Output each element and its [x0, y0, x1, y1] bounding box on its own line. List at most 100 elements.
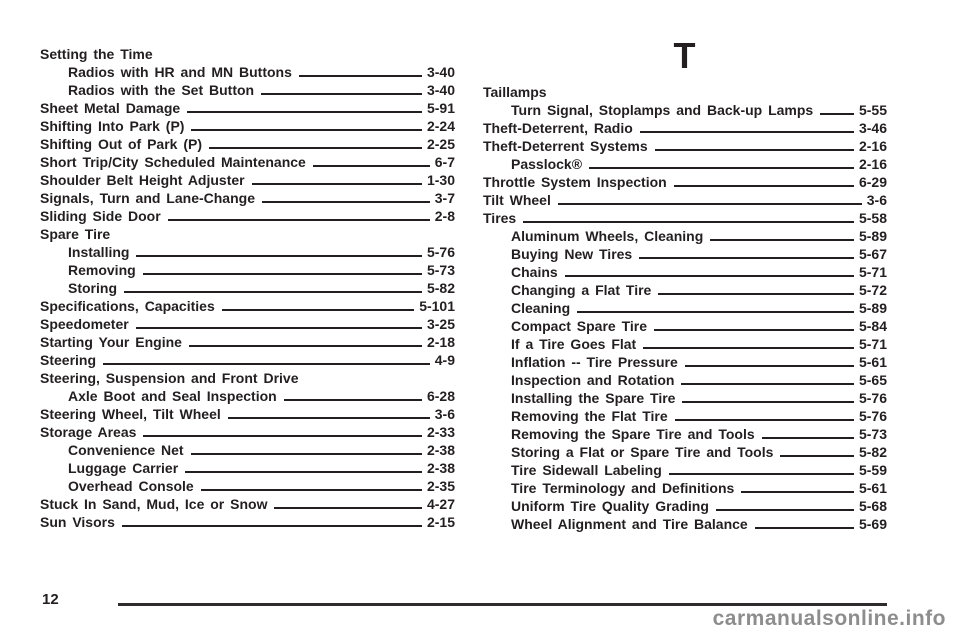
index-entry: Shifting Out of Park (P) 2-25 [40, 134, 455, 152]
leader-line [741, 491, 854, 493]
index-entry-label: Storing a Flat or Spare Tire and Tools [511, 444, 774, 460]
index-entry-label: Throttle System Inspection [483, 174, 667, 190]
index-entry-label: Shifting Into Park (P) [40, 118, 185, 134]
index-entry-label: Storing [68, 280, 117, 296]
index-entry-label: Wheel Alignment and Tire Balance [511, 516, 748, 532]
index-entry-label: Short Trip/City Scheduled Maintenance [40, 154, 306, 170]
index-entry: Storing a Flat or Spare Tire and Tools 5… [483, 442, 887, 460]
index-entry: Sun Visors 2-15 [40, 512, 455, 530]
index-entry: Changing a Flat Tire 5-72 [483, 280, 887, 298]
index-entry: Short Trip/City Scheduled Maintenance 6-… [40, 152, 455, 170]
index-entry: Removing the Spare Tire and Tools 5-73 [483, 424, 887, 442]
index-entry-page: 5-82 [858, 444, 887, 460]
index-entry-page: 2-38 [426, 460, 455, 476]
leader-line [577, 311, 854, 313]
index-entry-page: 5-101 [419, 298, 455, 314]
index-entry-page: 2-35 [426, 478, 455, 494]
index-entry-label: Stuck In Sand, Mud, Ice or Snow [40, 496, 268, 512]
index-entry-page: 5-68 [858, 498, 887, 514]
index-entry: Compact Spare Tire 5-84 [483, 316, 887, 334]
index-entry: Signals, Turn and Lane-Change 3-7 [40, 188, 455, 206]
footer-rule [118, 603, 887, 606]
index-entry-label: Shifting Out of Park (P) [40, 136, 202, 152]
leader-line [283, 399, 422, 401]
leader-line [710, 239, 854, 241]
index-entry: Spare Tire [40, 224, 455, 242]
index-entry-label: Steering, Suspension and Front Drive [40, 370, 299, 386]
index-entry: Removing the Flat Tire 5-76 [483, 406, 887, 424]
index-entry-page: 2-18 [426, 334, 455, 350]
index-entry-label: Cleaning [511, 300, 571, 316]
index-entry: Axle Boot and Seal Inspection 6-28 [40, 386, 455, 404]
index-entry-label: If a Tire Goes Flat [511, 336, 637, 352]
leader-line [684, 365, 854, 367]
index-entry: Tire Sidewall Labeling 5-59 [483, 460, 887, 478]
leader-line [261, 201, 430, 203]
index-entry: Steering 4-9 [40, 350, 455, 368]
index-entry-label: Tires [483, 210, 517, 226]
index-entry-label: Sun Visors [40, 514, 115, 530]
index-entry-label: Axle Boot and Seal Inspection [68, 388, 277, 404]
leader-line [589, 167, 854, 169]
index-entry-page: 5-76 [858, 408, 887, 424]
index-entry: Theft-Deterrent, Radio 3-46 [483, 118, 887, 136]
index-entry-page: 5-71 [858, 336, 887, 352]
index-entry-page: 3-7 [434, 190, 455, 206]
index-entry: Shifting Into Park (P) 2-24 [40, 116, 455, 134]
index-entry-page: 5-69 [858, 516, 887, 532]
index-entry-page: 5-89 [858, 300, 887, 316]
index-entry-label: Taillamps [483, 84, 547, 100]
index-entry: Steering Wheel, Tilt Wheel 3-6 [40, 404, 455, 422]
index-entry-page: 2-25 [426, 136, 455, 152]
leader-line [143, 435, 422, 437]
index-entry-page: 3-40 [426, 82, 455, 98]
index-entry-label: Storage Areas [40, 424, 137, 440]
leader-line [274, 507, 422, 509]
index-entry: Tire Terminology and Definitions 5-61 [483, 478, 887, 496]
index-entry: Aluminum Wheels, Cleaning 5-89 [483, 226, 887, 244]
index-entry-label: Installing [68, 244, 130, 260]
index-entry-page: 5-61 [858, 480, 887, 496]
leader-line [658, 293, 854, 295]
leader-line [188, 345, 422, 347]
index-entry-page: 3-6 [866, 192, 887, 208]
leader-line [185, 471, 422, 473]
leader-line [251, 183, 422, 185]
index-column-left: Setting the Time Radios with HR and MN B… [40, 44, 455, 530]
index-entry: Buying New Tires 5-67 [483, 244, 887, 262]
index-entry-page: 5-73 [426, 262, 455, 278]
index-entry: Wheel Alignment and Tire Balance 5-69 [483, 514, 887, 532]
index-entry-label: Overhead Console [68, 478, 194, 494]
index-entry-label: Inspection and Rotation [511, 372, 675, 388]
index-entry-page: 5-84 [858, 318, 887, 334]
index-entry-label: Spare Tire [40, 226, 111, 242]
index-entry: Installing the Spare Tire 5-76 [483, 388, 887, 406]
index-entry-page: 2-24 [426, 118, 455, 134]
leader-line [135, 327, 422, 329]
index-entry-page: 3-40 [426, 64, 455, 80]
index-entry-label: Sliding Side Door [40, 208, 161, 224]
index-entry-page: 5-89 [858, 228, 887, 244]
index-entry-page: 4-27 [426, 496, 455, 512]
leader-line [209, 147, 422, 149]
leader-line [142, 273, 422, 275]
leader-line [780, 455, 854, 457]
leader-line [557, 203, 862, 205]
index-entry-label: Aluminum Wheels, Cleaning [511, 228, 704, 244]
index-entry-page: 2-15 [426, 514, 455, 530]
index-entry: Luggage Carrier 2-38 [40, 458, 455, 476]
leader-line [820, 113, 854, 115]
index-entry-page: 1-30 [426, 172, 455, 188]
leader-line [681, 383, 854, 385]
leader-line [682, 401, 854, 403]
leader-line [654, 149, 854, 151]
index-entry-page: 2-33 [426, 424, 455, 440]
index-entry-page: 5-67 [858, 246, 887, 262]
index-entry-page: 5-73 [858, 426, 887, 442]
index-entry: Passlock® 2-16 [483, 154, 887, 172]
index-entry-page: 3-6 [434, 406, 455, 422]
index-entry-label: Steering [40, 352, 97, 368]
leader-line [200, 489, 422, 491]
leader-line [191, 129, 422, 131]
